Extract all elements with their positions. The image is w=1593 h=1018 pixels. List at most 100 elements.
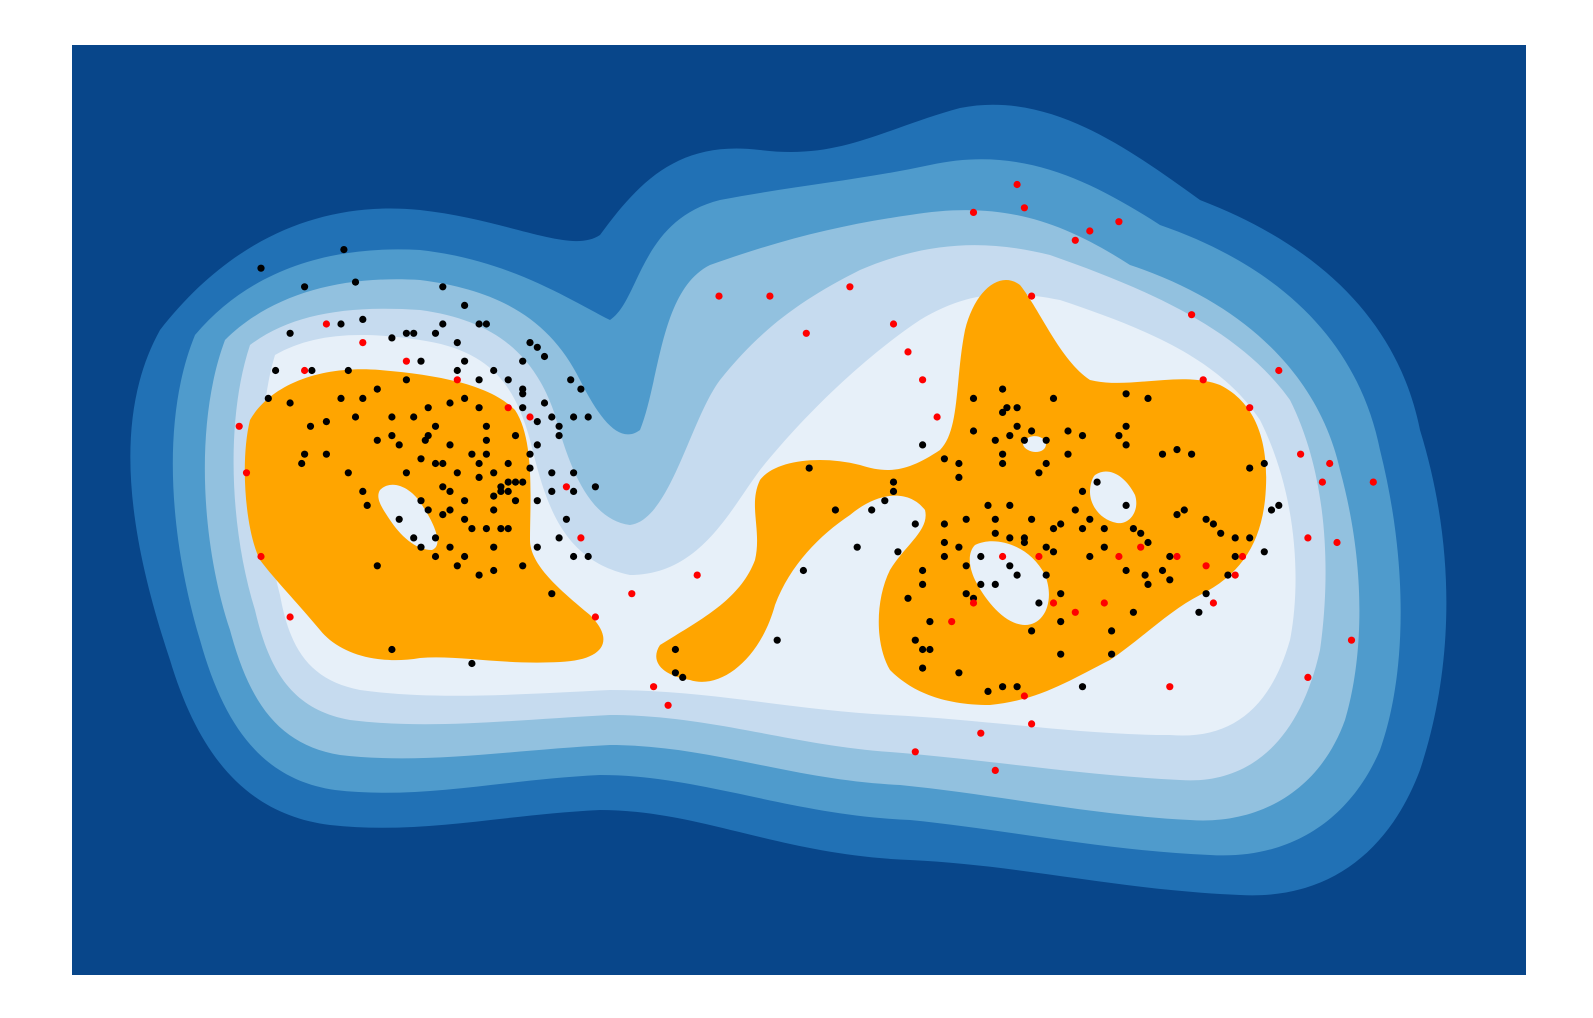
- outlier-point-8: [453, 376, 461, 384]
- inlier-point-140: [911, 520, 919, 528]
- inlier-point-93: [511, 497, 520, 505]
- inlier-point-103: [490, 543, 498, 551]
- inlier-point-84: [417, 455, 425, 463]
- outlier-point-36: [1297, 450, 1305, 458]
- inlier-point-169: [1100, 525, 1108, 533]
- outlier-point-51: [969, 599, 978, 607]
- inlier-point-159: [999, 683, 1007, 691]
- inlier-point-259: [1006, 534, 1014, 542]
- outlier-point-53: [911, 748, 919, 756]
- inlier-point-158: [955, 669, 963, 677]
- inlier-point-66: [548, 413, 556, 421]
- inlier-point-232: [940, 552, 949, 561]
- inlier-point-160: [984, 687, 992, 696]
- inlier-point-108: [555, 534, 563, 542]
- inlier-point-246: [1049, 394, 1058, 402]
- inlier-point-112: [570, 487, 578, 495]
- inlier-point-156: [671, 669, 680, 677]
- inlier-point-139: [889, 487, 898, 495]
- outlier-point-10: [526, 413, 534, 421]
- outlier-point-39: [1318, 478, 1326, 486]
- inlier-point-3: [351, 278, 360, 286]
- inlier-point-22: [388, 432, 396, 440]
- inlier-point-79: [504, 459, 512, 468]
- inlier-point-49: [373, 562, 381, 570]
- inlier-point-202: [1115, 432, 1123, 440]
- inlier-point-254: [853, 543, 861, 551]
- inlier-point-219: [1246, 464, 1254, 472]
- inlier-point-1: [301, 283, 309, 291]
- inlier-point-115: [446, 399, 454, 407]
- inlier-point-185: [977, 580, 985, 589]
- inlier-point-45: [417, 497, 425, 505]
- outlier-point-38: [1304, 534, 1312, 542]
- inlier-point-163: [1049, 548, 1058, 556]
- outlier-point-37: [1275, 366, 1283, 375]
- inlier-point-216: [1267, 506, 1276, 514]
- inlier-point-122: [461, 515, 469, 523]
- inlier-point-179: [1108, 650, 1116, 658]
- inlier-point-147: [894, 548, 902, 556]
- inlier-point-206: [1158, 450, 1167, 458]
- inlier-point-196: [1013, 422, 1021, 430]
- inlier-point-205: [1122, 390, 1130, 398]
- inlier-point-86: [446, 441, 454, 449]
- outlier-point-5: [322, 320, 330, 328]
- inlier-point-207: [1173, 446, 1181, 454]
- inlier-point-50: [417, 543, 425, 551]
- inlier-point-141: [955, 473, 963, 481]
- inlier-point-226: [1100, 543, 1108, 551]
- outlier-point-55: [991, 766, 999, 775]
- inlier-point-224: [1166, 576, 1174, 584]
- inlier-point-261: [1188, 450, 1196, 458]
- outlier-point-60: [1238, 552, 1247, 561]
- inlier-point-162: [1057, 590, 1065, 598]
- inlier-point-247: [1028, 427, 1036, 435]
- inlier-point-173: [1144, 538, 1152, 547]
- inlier-point-18: [344, 366, 352, 375]
- inlier-point-57: [511, 432, 520, 440]
- inlier-point-128: [431, 459, 440, 468]
- inlier-point-195: [1003, 404, 1011, 412]
- inlier-point-204: [1144, 394, 1152, 402]
- inlier-point-101: [591, 483, 600, 491]
- inlier-point-29: [439, 320, 447, 328]
- inlier-point-97: [577, 385, 585, 393]
- inlier-point-210: [1202, 515, 1210, 523]
- inlier-point-52: [446, 543, 454, 551]
- inlier-point-223: [1195, 608, 1203, 616]
- inlier-point-20: [373, 385, 381, 393]
- inlier-point-63: [540, 352, 549, 361]
- outlier-point-45: [1115, 552, 1123, 561]
- inlier-point-236: [955, 459, 963, 468]
- inlier-point-11: [306, 422, 315, 430]
- inlier-point-77: [526, 464, 534, 472]
- inlier-point-44: [402, 469, 410, 477]
- decision-region-right: [656, 280, 1267, 705]
- outlier-point-4: [301, 366, 309, 375]
- inlier-point-88: [475, 459, 483, 468]
- inlier-point-143: [991, 515, 999, 523]
- inlier-point-192: [999, 459, 1007, 468]
- decision-region: [244, 280, 1267, 705]
- inlier-point-201: [1078, 432, 1087, 440]
- inlier-point-70: [475, 320, 483, 328]
- inlier-point-181: [1078, 683, 1087, 691]
- inlier-point-117: [410, 329, 418, 337]
- outlier-point-56: [1020, 692, 1028, 700]
- inlier-point-165: [1049, 525, 1058, 533]
- inlier-point-188: [955, 543, 963, 551]
- inlier-point-218: [1260, 459, 1268, 468]
- outlier-point-12: [577, 534, 585, 542]
- inlier-point-217: [1275, 501, 1283, 509]
- inlier-point-6: [286, 329, 294, 337]
- inlier-point-242: [1078, 487, 1087, 495]
- inlier-point-144: [962, 515, 970, 523]
- outlier-point-47: [1071, 608, 1079, 616]
- inlier-point-81: [490, 492, 498, 500]
- inlier-point-220: [1231, 534, 1239, 542]
- inlier-point-199: [1042, 436, 1050, 444]
- inlier-point-121: [439, 510, 447, 519]
- inlier-point-245: [1122, 441, 1130, 449]
- inlier-point-89: [504, 487, 512, 495]
